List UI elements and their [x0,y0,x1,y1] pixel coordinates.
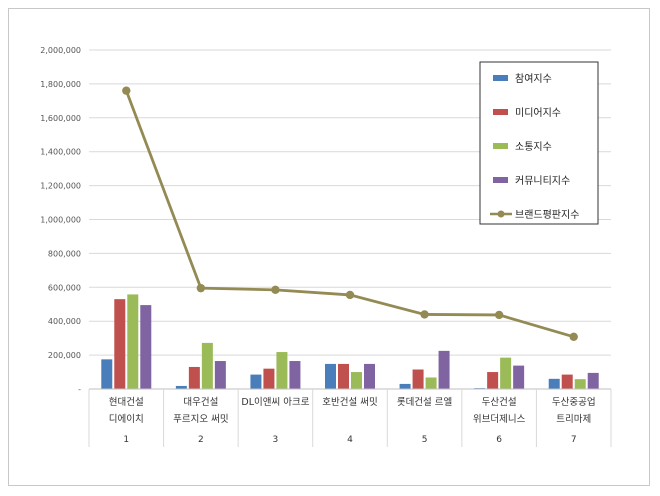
bar-1-1 [101,359,113,389]
bar-2-3 [263,368,275,389]
x-category-index: 7 [571,435,577,445]
line-point-7 [569,332,578,341]
bar-1-5 [399,383,411,389]
x-category-index: 5 [422,435,428,445]
bar-3-2 [201,342,213,389]
x-category-label: 대우건설 [183,397,218,408]
legend-label: 미디어지수 [515,107,561,119]
bar-2-6 [487,372,499,389]
total-line [122,86,578,341]
x-category-label: 현대건설 [109,397,144,408]
bars [101,294,599,389]
bar-2-5 [412,369,424,389]
gridlines [89,49,611,356]
y-tick-label: - [78,385,81,394]
legend-label: 브랜드평판지수 [515,209,579,221]
x-category-label: 위브더제니스 [473,413,526,425]
legend-label: 커뮤니티지수 [515,175,570,187]
y-tick-label: 600,000 [48,283,81,292]
x-category-index: 2 [198,435,204,445]
bar-1-3 [250,374,262,389]
line-point-6 [494,310,504,320]
y-tick-label: 1,000,000 [40,216,81,225]
bar-4-5 [438,350,450,389]
legend-label: 소통지수 [515,141,552,153]
y-tick-label: 1,600,000 [40,114,81,123]
x-category-label: 호반건설 써밋 [322,397,377,408]
bar-4-3 [289,361,301,389]
legend-swatch [493,143,508,149]
bar-3-3 [276,352,288,389]
x-category-label: 두산건설 [482,397,517,408]
bar-1-4 [325,363,336,389]
y-tick-label: 800,000 [48,249,81,258]
x-category-label: 디에이치 [109,413,144,425]
legend-label: 참여지수 [515,73,552,85]
legend-swatch [493,109,508,115]
line-point-3 [271,285,280,295]
legend-marker [497,210,505,218]
legend-swatch [493,177,508,183]
bar-2-2 [188,366,200,389]
line-point-2 [196,283,206,293]
line-point-5 [420,310,429,319]
bar-3-7 [574,379,586,389]
line-point-1 [122,86,131,95]
bar-4-4 [364,363,375,389]
line-point-4 [345,290,355,300]
y-axis-ticks: - 200,000 400,000 600,000 800,000 1,000,000 1,… [40,46,81,394]
bar-3-5 [425,377,437,389]
legend-swatch [493,75,508,81]
bar-1-7 [548,378,560,389]
y-tick-label: 1,200,000 [40,182,81,191]
x-category-index: 3 [273,435,279,445]
brand-reputation-chart: - 200,000 400,000 600,000 800,000 1,000,000 1,… [40,46,612,447]
bar-2-1 [114,299,126,389]
x-category-index: 6 [496,435,502,445]
bar-3-6 [500,357,512,389]
bar-4-2 [214,361,226,389]
bar-3-1 [127,294,139,389]
y-tick-label: 200,000 [48,351,81,360]
x-category-index: 4 [347,435,353,445]
x-category-label: 롯데건설 르엘 [397,397,453,408]
bar-2-7 [561,374,573,389]
y-tick-label: 1,400,000 [40,148,81,157]
x-category-label: 트리마제 [556,414,591,425]
bar-4-1 [140,305,152,389]
bar-3-4 [351,372,362,389]
x-category-label: DL이앤씨 아크로 [241,397,309,408]
chart-frame: - 200,000 400,000 600,000 800,000 1,000,000 1,… [8,8,650,486]
bar-4-6 [513,365,525,389]
x-category-label: 두산중공업 [552,396,596,408]
x-category-label: 푸르지오 써밋 [173,414,228,425]
y-tick-label: 1,800,000 [40,80,81,89]
bar-2-4 [338,363,349,389]
bar-1-2 [175,385,187,389]
y-tick-label: 2,000,000 [40,46,81,55]
y-tick-label: 400,000 [48,317,81,326]
x-category-index: 1 [123,435,129,445]
bar-4-7 [587,372,599,389]
